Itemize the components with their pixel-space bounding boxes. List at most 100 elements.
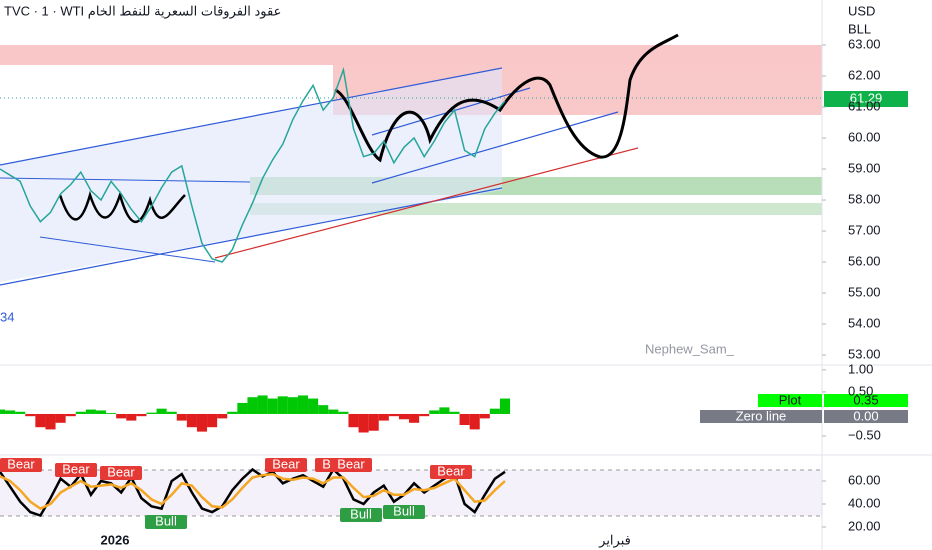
bar bbox=[237, 402, 248, 414]
bar bbox=[25, 413, 36, 417]
bar bbox=[15, 411, 26, 414]
bar bbox=[277, 396, 288, 414]
line bbox=[0, 472, 506, 511]
signal-label: Bear bbox=[107, 464, 135, 479]
left-label: 34 bbox=[0, 309, 14, 324]
signal-badge bbox=[100, 466, 142, 480]
bar bbox=[297, 395, 309, 414]
signal-label: Bull bbox=[393, 503, 415, 518]
bar bbox=[45, 413, 56, 430]
bar bbox=[398, 413, 410, 420]
signal-badge bbox=[55, 463, 97, 477]
y-tick-label: 61.00 bbox=[848, 98, 881, 113]
y-tick-label: 20.00 bbox=[848, 518, 881, 533]
signal-label: Bear bbox=[437, 463, 465, 478]
bar bbox=[489, 408, 500, 414]
time-label: فبراير bbox=[598, 532, 631, 548]
channel-line bbox=[371, 111, 619, 184]
bar bbox=[479, 413, 490, 419]
bar bbox=[5, 410, 16, 414]
time-label: 2026 bbox=[101, 532, 130, 547]
bar bbox=[469, 413, 480, 430]
signal-label: Bull bbox=[350, 506, 372, 521]
bar bbox=[247, 397, 258, 414]
bar bbox=[65, 413, 76, 417]
bar bbox=[368, 413, 379, 431]
bar bbox=[227, 411, 238, 414]
y-tick-label: 56.00 bbox=[848, 253, 881, 268]
bar bbox=[35, 413, 46, 428]
currency: USD bbox=[848, 3, 875, 18]
bar bbox=[308, 398, 319, 414]
bar bbox=[449, 411, 460, 414]
signal-badge bbox=[145, 515, 187, 529]
value-badge bbox=[824, 394, 908, 407]
watermark: Nephew_Sam_ bbox=[645, 341, 735, 356]
y-tick-label: 40.00 bbox=[848, 495, 881, 510]
channel-line bbox=[0, 187, 503, 286]
bar bbox=[126, 413, 137, 421]
signal-badge bbox=[330, 458, 372, 472]
y-tick-label: 0.50 bbox=[848, 383, 873, 398]
legend-label: Plot bbox=[779, 392, 802, 407]
bar bbox=[75, 411, 86, 414]
channel-line bbox=[0, 177, 251, 183]
y-tick-label: 63.00 bbox=[848, 36, 881, 51]
y-tick-label: −0.50 bbox=[848, 427, 881, 442]
bar bbox=[358, 413, 369, 433]
bar bbox=[499, 398, 511, 414]
legend-label: Zero line bbox=[736, 408, 787, 423]
bar bbox=[287, 397, 298, 414]
signal-label: Bear bbox=[7, 456, 35, 471]
y-tick-label: 54.00 bbox=[848, 316, 881, 331]
value-label: 0.00 bbox=[853, 408, 878, 423]
y-tick-label: 53.00 bbox=[848, 347, 881, 362]
value-badge bbox=[824, 410, 908, 423]
resistance-zone bbox=[0, 45, 822, 65]
signal-badge bbox=[0, 458, 42, 472]
bar bbox=[0, 409, 6, 414]
bar bbox=[85, 409, 96, 414]
y-tick-label: 60.00 bbox=[848, 129, 881, 144]
line bbox=[0, 66, 506, 263]
bar bbox=[217, 413, 228, 419]
bar bbox=[176, 413, 187, 421]
bar bbox=[146, 412, 157, 414]
bar bbox=[156, 408, 167, 414]
y-tick-label: 58.00 bbox=[848, 191, 881, 206]
unit: BLL bbox=[848, 21, 871, 36]
bar bbox=[429, 410, 440, 414]
channel-fill bbox=[0, 68, 502, 282]
bar bbox=[106, 413, 117, 414]
legend-badge bbox=[758, 394, 822, 407]
bar bbox=[166, 411, 177, 414]
signal-label: Bear bbox=[337, 456, 365, 471]
bar bbox=[257, 395, 268, 414]
bar bbox=[116, 413, 127, 419]
bar bbox=[186, 413, 197, 428]
bar bbox=[95, 410, 107, 414]
bar bbox=[328, 409, 339, 414]
trend-line bbox=[214, 147, 639, 259]
y-tick-label: 55.00 bbox=[848, 284, 881, 299]
y-tick-label: 62.00 bbox=[848, 67, 881, 82]
bar bbox=[378, 413, 389, 421]
legend-badge bbox=[700, 410, 822, 423]
signal-label: Bull bbox=[155, 513, 177, 528]
bar bbox=[439, 407, 450, 414]
signal-badge bbox=[265, 458, 307, 472]
bar bbox=[136, 413, 147, 417]
y-tick-label: 60.00 bbox=[848, 472, 881, 487]
bar bbox=[348, 413, 359, 428]
bar bbox=[409, 413, 420, 423]
hand-drawing bbox=[334, 33, 679, 163]
signal-badge bbox=[340, 508, 382, 522]
chart-title: TVC · 1 · WTI عقود الفروقات السعرية للنف… bbox=[4, 3, 281, 19]
bar bbox=[459, 413, 470, 425]
bar bbox=[196, 413, 208, 432]
channel-line bbox=[39, 236, 216, 263]
y-tick-label: 59.00 bbox=[848, 160, 881, 175]
signal-badge bbox=[430, 465, 472, 479]
